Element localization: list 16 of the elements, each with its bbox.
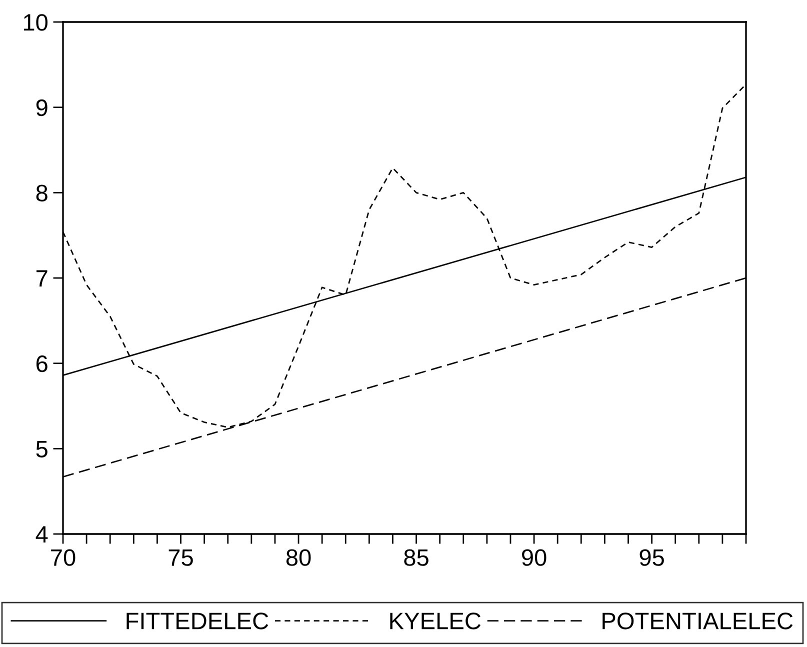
y-tick-label: 8: [36, 184, 48, 202]
y-tick-label: 5: [36, 440, 48, 458]
y-tick-label: 9: [36, 99, 48, 116]
x-tick-label: 80: [286, 549, 311, 566]
y-tick-label: 7: [36, 270, 48, 287]
x-tick-label: 95: [640, 549, 664, 566]
legend-label: KYELEC: [390, 612, 481, 630]
y-tick-label: 10: [24, 14, 48, 31]
y-tick-label: 4: [36, 526, 48, 543]
legend-label: FITTEDELEC: [126, 612, 268, 630]
x-tick-label: 75: [168, 549, 193, 566]
x-tick-label: 90: [522, 549, 546, 566]
y-tick-label: 6: [36, 355, 48, 372]
legend-label: POTENTIALELEC: [602, 612, 793, 630]
x-tick-label: 85: [404, 549, 428, 566]
x-tick-label: 70: [51, 549, 76, 566]
